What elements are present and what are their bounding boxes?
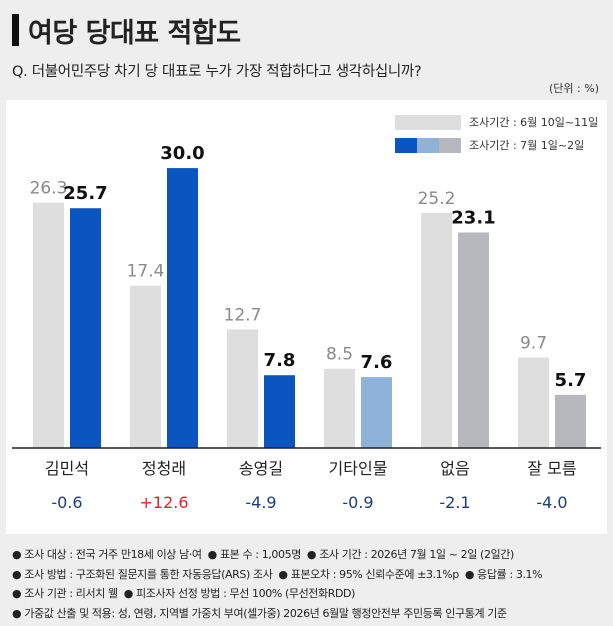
value-label-curr-3: 7.6 [361,352,393,373]
footnote-method: ● 조사 방법 : 구조화된 질문지를 통한 자동응답(ARS) 조사 [12,567,273,581]
legend-item-curr: 조사기간 : 7월 1일~2일 [395,136,598,154]
category-label-5: 잘 모름 [527,459,576,478]
bar-prev-1 [130,285,161,448]
footnote-line-4: ● 가중값 산출 및 적용: 성, 연령, 지역별 가중치 부여(셀가중) 20… [12,604,548,624]
footnote-sample-size: ● 표본 수 : 1,005명 [207,548,302,561]
category-label-0: 김민석 [45,459,89,478]
footnote-weighting: ● 가중값 산출 및 적용: 성, 연령, 지역별 가중치 부여(셀가중) 20… [12,606,507,620]
header-bar [12,14,19,46]
footnote-agency: ● 조사 기관 : 리서치 웰 [12,587,118,600]
bar-prev-3 [324,368,355,448]
footnotes: ● 조사 대상 : 전국 거주 만18세 이상 남·여 ● 표본 수 : 1,00… [12,545,548,623]
footnote-sampling: ● 피조사자 선정 방법 : 무선 100% (무선전화RDD) [123,587,356,600]
value-label-curr-0: 25.7 [63,183,107,204]
category-label-2: 송영길 [239,459,283,478]
bar-prev-2 [227,329,258,448]
footnote-survey-target: ● 조사 대상 : 전국 거주 만18세 이상 남·여 [12,548,202,561]
bar-curr-3 [361,377,392,448]
bar-prev-0 [33,202,64,448]
footnote-line-1: ● 조사 대상 : 전국 거주 만18세 이상 남·여 ● 표본 수 : 1,00… [12,545,548,565]
change-label-1: +12.6 [139,493,188,512]
footnote-survey-period: ● 조사 기간 : 2026년 7월 1일 ~ 2일 (2일간) [306,548,514,561]
bar-prev-5 [518,357,549,448]
value-label-prev-0: 26.3 [30,179,68,199]
footnote-response-rate: ● 응답률 : 3.1% [464,567,543,581]
value-label-prev-1: 17.4 [127,262,165,282]
bar-curr-5 [555,394,586,448]
value-label-curr-1: 30.0 [160,143,204,164]
header: 여당 당대표 적합도 [12,10,241,50]
bar-curr-0 [70,208,101,448]
footnote-line-3: ● 조사 기관 : 리서치 웰 ● 피조사자 선정 방법 : 무선 100% (무… [12,584,548,604]
legend-label-curr: 조사기간 : 7월 1일~2일 [469,139,585,152]
legend: 조사기간 : 6월 10일~11일 조사기간 : 7월 1일~2일 [395,113,598,159]
category-label-4: 없음 [440,459,469,478]
legend-label-prev: 조사기간 : 6월 10일~11일 [469,116,599,129]
value-label-prev-2: 12.7 [224,306,262,326]
bar-prev-4 [421,212,452,448]
footnote-line-2: ● 조사 방법 : 구조화된 질문지를 통한 자동응답(ARS) 조사 ● 표본오… [12,565,548,585]
category-label-3: 기타인물 [329,459,388,478]
legend-item-prev: 조사기간 : 6월 10일~11일 [395,113,598,131]
footnote-error: ● 표본오차 : 95% 신뢰수준에 ±3.1%p [278,567,459,581]
value-label-prev-4: 25.2 [418,189,456,209]
change-label-5: -4.0 [536,493,567,512]
bar-curr-1 [167,168,198,448]
value-label-curr-5: 5.7 [555,370,587,391]
change-label-4: -2.1 [439,493,470,512]
change-label-2: -4.9 [245,493,276,512]
value-label-prev-5: 9.7 [520,333,547,353]
value-label-curr-4: 23.1 [451,207,495,228]
value-label-curr-2: 7.8 [264,350,296,371]
chart-panel [6,100,607,534]
change-label-0: -0.6 [51,493,82,512]
question-text: Q. 더불어민주당 차기 당 대표로 누가 가장 적합하다고 생각하십니까? [12,64,422,80]
bar-curr-4 [458,232,489,448]
legend-swatch-prev [395,114,461,130]
page-title: 여당 당대표 적합도 [28,17,241,49]
legend-swatch-curr [395,137,461,153]
change-label-3: -0.9 [342,493,373,512]
unit-label: (단위 : %) [549,82,599,95]
value-label-prev-3: 8.5 [326,345,353,365]
bar-curr-2 [264,375,295,448]
category-label-1: 정청래 [142,459,186,478]
